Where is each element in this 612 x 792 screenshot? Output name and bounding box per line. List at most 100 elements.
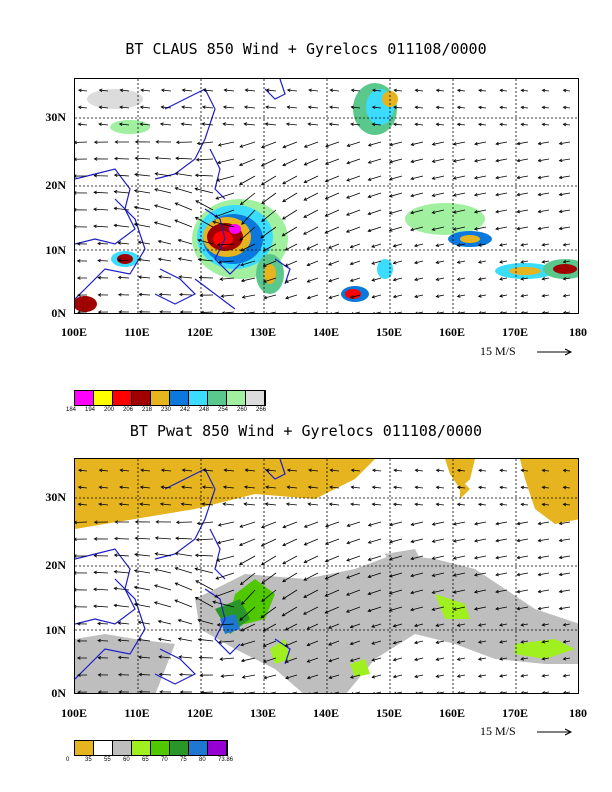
wind-arrow bbox=[140, 123, 151, 126]
wind-arrowhead bbox=[562, 259, 567, 264]
wind-arrowhead bbox=[137, 655, 142, 659]
wind-arrowhead bbox=[222, 485, 227, 489]
wind-arrow bbox=[457, 243, 466, 247]
wind-arrow bbox=[93, 605, 109, 608]
wind-arrow bbox=[410, 209, 424, 214]
wind-arrowhead bbox=[499, 260, 503, 264]
wind-arrow bbox=[495, 209, 508, 213]
wind-arrowhead bbox=[220, 294, 225, 298]
wind-arrow bbox=[241, 277, 256, 282]
wind-arrowhead bbox=[346, 178, 350, 182]
wind-arrow bbox=[542, 657, 550, 660]
wind-arrowhead bbox=[223, 88, 228, 92]
wind-arrowhead bbox=[303, 144, 308, 148]
wind-arrowhead bbox=[394, 311, 397, 313]
wind-arrow bbox=[432, 192, 445, 197]
wind-arrow bbox=[118, 622, 130, 625]
top-y-label: 20N bbox=[45, 178, 66, 192]
wind-arrowhead bbox=[349, 624, 354, 629]
wind-arrowhead bbox=[159, 690, 163, 693]
wind-arrowhead bbox=[155, 140, 159, 144]
wind-arrowhead bbox=[303, 524, 308, 528]
wind-arrowhead bbox=[75, 140, 78, 145]
wind-arrow bbox=[287, 106, 298, 109]
wind-arrow bbox=[285, 623, 298, 631]
wind-arrowhead bbox=[77, 310, 81, 313]
wind-arrow bbox=[393, 674, 403, 678]
wind-arrowhead bbox=[349, 658, 354, 662]
wind-arrow bbox=[474, 158, 487, 162]
wind-arrowhead bbox=[197, 257, 202, 262]
top-y-label: 30N bbox=[45, 110, 66, 124]
wind-arrowhead bbox=[325, 144, 329, 148]
wind-arrow bbox=[389, 175, 403, 180]
wind-arrowhead bbox=[219, 277, 224, 281]
wind-arrow bbox=[218, 141, 235, 146]
wind-arrow bbox=[346, 192, 361, 199]
wind-arrowhead bbox=[306, 659, 311, 663]
wind-arrow bbox=[154, 585, 172, 591]
wind-arrowhead bbox=[119, 88, 124, 93]
wind-arrowhead bbox=[306, 262, 311, 267]
wind-arrowhead bbox=[410, 210, 414, 215]
wind-arrow bbox=[559, 141, 571, 145]
wind-arrow bbox=[453, 521, 466, 525]
wind-arrowhead bbox=[240, 658, 245, 663]
wind-arrow bbox=[495, 589, 508, 593]
wind-arrow bbox=[495, 158, 508, 162]
wind-arrowhead bbox=[175, 156, 179, 161]
wind-arrow bbox=[542, 691, 550, 693]
wind-arrow bbox=[542, 674, 550, 677]
wind-arrowhead bbox=[158, 275, 162, 279]
wind-arrow bbox=[197, 619, 214, 625]
wind-arrow bbox=[517, 606, 529, 610]
wind-arrow bbox=[517, 209, 529, 213]
wind-arrow bbox=[216, 555, 235, 562]
wind-arrow bbox=[140, 469, 151, 472]
wind-arrow bbox=[393, 640, 403, 644]
wind-arrow bbox=[308, 123, 319, 126]
wind-arrow bbox=[437, 691, 445, 693]
wind-arrow bbox=[389, 555, 403, 560]
bottom-map-canvas bbox=[75, 459, 578, 693]
wind-arrowhead bbox=[201, 122, 206, 126]
wind-arrowhead bbox=[328, 245, 332, 249]
wind-arrow bbox=[389, 521, 403, 526]
wind-arrow bbox=[179, 276, 193, 279]
wind-arrowhead bbox=[265, 312, 268, 313]
wind-arrowhead bbox=[262, 263, 267, 267]
wind-arrow bbox=[217, 158, 235, 164]
wind-arrowhead bbox=[178, 275, 183, 279]
legend-swatch bbox=[132, 391, 151, 405]
wind-arrow bbox=[328, 243, 340, 249]
wind-arrow bbox=[325, 141, 340, 147]
wind-arrowhead bbox=[435, 674, 440, 678]
wind-arrowhead bbox=[435, 88, 440, 93]
wind-arrow bbox=[368, 538, 382, 544]
wind-arrowhead bbox=[367, 608, 372, 613]
wind-arrowhead bbox=[520, 294, 525, 298]
wind-arrowhead bbox=[181, 105, 185, 109]
wind-arrowhead bbox=[499, 640, 503, 644]
wind-arrowhead bbox=[306, 626, 311, 630]
wind-arrow bbox=[499, 640, 508, 643]
wind-arrowhead bbox=[117, 621, 122, 625]
wind-arrow bbox=[241, 209, 256, 225]
legend-tick-label: 248 bbox=[199, 407, 210, 413]
wind-arrow bbox=[114, 224, 130, 228]
wind-arrow bbox=[261, 209, 277, 222]
wind-arrow bbox=[260, 226, 277, 239]
wind-arrowhead bbox=[478, 468, 482, 473]
wind-arrowhead bbox=[196, 141, 201, 146]
wind-arrowhead bbox=[324, 213, 329, 217]
wind-arrowhead bbox=[389, 539, 393, 544]
wind-arrow bbox=[154, 601, 172, 608]
wind-arrow bbox=[304, 555, 319, 563]
wind-arrowhead bbox=[202, 88, 207, 92]
wind-arrow bbox=[221, 674, 235, 677]
wind-arrowhead bbox=[537, 226, 542, 231]
wind-arrowhead bbox=[265, 485, 269, 489]
wind-arrow bbox=[197, 239, 214, 245]
wind-arrow bbox=[393, 294, 403, 298]
wind-arrow bbox=[118, 276, 130, 279]
